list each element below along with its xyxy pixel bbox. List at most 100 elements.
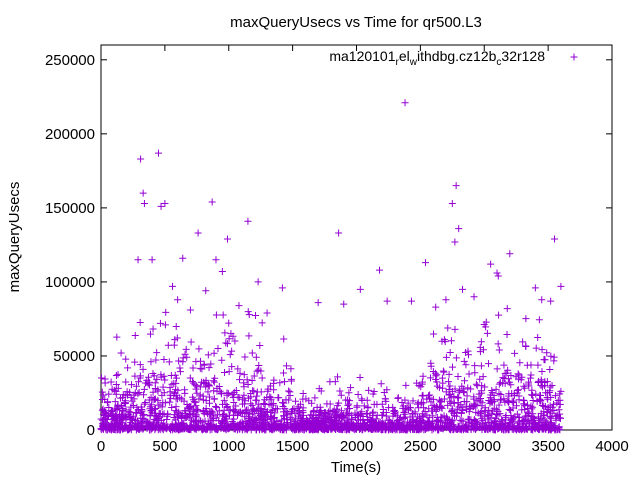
- data-point: [185, 403, 193, 411]
- data-point: [105, 412, 113, 420]
- data-point: [254, 366, 262, 374]
- data-point: [167, 423, 175, 431]
- data-point-outlier: [459, 285, 467, 293]
- data-point-outlier: [157, 202, 165, 210]
- data-point: [245, 423, 253, 431]
- data-point: [113, 333, 121, 341]
- data-point: [112, 381, 120, 389]
- data-point: [224, 422, 232, 430]
- data-point: [249, 420, 257, 428]
- data-point: [491, 426, 499, 434]
- data-point: [547, 393, 555, 401]
- data-point: [462, 349, 470, 357]
- data-point: [280, 424, 288, 432]
- data-point: [444, 324, 452, 332]
- data-point: [540, 411, 548, 419]
- y-axis-ticks: 0 50000 100000 150000 200000 250000: [45, 52, 612, 439]
- data-point: [441, 395, 449, 403]
- data-point: [538, 346, 546, 354]
- data-point: [377, 380, 385, 388]
- data-point: [498, 423, 506, 431]
- data-point-outlier: [179, 254, 187, 262]
- data-point-outlier: [538, 296, 546, 304]
- y-axis-label: maxQueryUsecs: [6, 182, 23, 293]
- data-point: [293, 405, 301, 413]
- data-point-outlier: [174, 296, 182, 304]
- data-point: [495, 424, 503, 432]
- data-point: [191, 381, 199, 389]
- data-point: [543, 349, 551, 357]
- data-point: [286, 388, 294, 396]
- data-point: [236, 376, 244, 384]
- data-point: [520, 397, 528, 405]
- y-tick-label: 250000: [45, 52, 95, 69]
- data-point: [318, 419, 326, 427]
- data-point: [260, 400, 268, 408]
- data-point: [521, 412, 529, 420]
- data-point: [546, 413, 554, 421]
- data-point: [440, 336, 448, 344]
- data-point: [437, 424, 445, 432]
- data-point: [225, 335, 233, 343]
- data-point: [255, 400, 263, 408]
- data-point-outlier: [254, 278, 262, 286]
- data-point: [234, 393, 242, 401]
- data-point: [104, 426, 112, 434]
- data-point: [196, 364, 204, 372]
- data-point: [411, 408, 419, 416]
- data-point: [446, 382, 454, 390]
- data-point: [523, 425, 531, 433]
- data-point-outlier: [335, 229, 343, 237]
- data-point: [476, 397, 484, 405]
- data-point: [245, 332, 253, 340]
- data-point: [355, 422, 363, 430]
- data-point: [199, 392, 207, 400]
- data-point: [105, 390, 113, 398]
- data-point: [456, 416, 464, 424]
- data-point: [187, 404, 195, 412]
- data-point: [167, 394, 175, 402]
- data-point: [230, 407, 238, 415]
- data-point: [432, 375, 440, 383]
- data-point: [280, 412, 288, 420]
- data-point: [298, 425, 306, 433]
- data-point: [118, 410, 126, 418]
- data-point: [501, 379, 509, 387]
- data-point: [112, 372, 120, 380]
- data-point: [99, 391, 107, 399]
- data-point: [429, 367, 437, 375]
- data-point: [240, 391, 248, 399]
- data-point-outlier: [148, 256, 156, 264]
- data-point: [200, 410, 208, 418]
- data-point: [181, 413, 189, 421]
- data-point: [166, 398, 174, 406]
- data-point: [404, 399, 412, 407]
- data-point: [204, 380, 212, 388]
- data-point: [446, 348, 454, 356]
- data-point: [272, 424, 280, 432]
- data-point: [363, 396, 371, 404]
- data-point: [430, 330, 438, 338]
- data-point: [149, 396, 157, 404]
- data-point: [530, 415, 538, 423]
- data-point: [353, 403, 361, 411]
- data-point: [496, 379, 504, 387]
- data-point: [212, 425, 220, 433]
- data-point: [370, 388, 378, 396]
- data-point: [432, 418, 440, 426]
- data-point: [153, 349, 161, 357]
- data-point: [334, 419, 342, 427]
- data-point-outlier: [452, 182, 460, 190]
- data-point: [538, 401, 546, 409]
- data-point: [223, 404, 231, 412]
- data-point: [190, 418, 198, 426]
- data-point: [522, 342, 530, 350]
- data-point: [101, 379, 109, 387]
- x-tick-label: 3000: [468, 438, 501, 455]
- data-point-outlier: [139, 189, 147, 197]
- data-point: [239, 422, 247, 430]
- data-point: [223, 340, 231, 348]
- data-point: [137, 414, 145, 422]
- data-point: [524, 401, 532, 409]
- data-point: [133, 424, 141, 432]
